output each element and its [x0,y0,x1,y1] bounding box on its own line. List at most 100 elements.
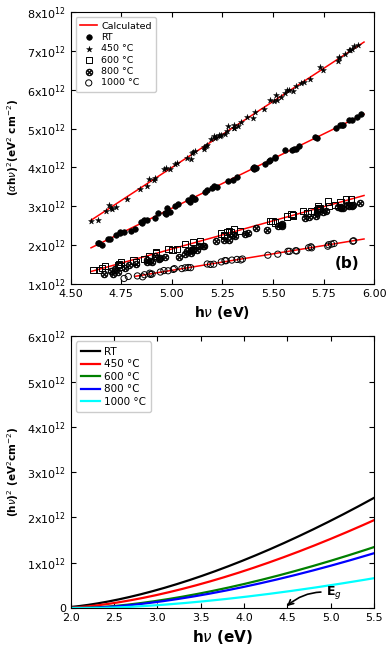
Line: 600 °C: 600 °C [71,547,374,608]
Y-axis label: ($\alpha$h$\nu$)$^2$(eV$^2$ cm$^{-2}$): ($\alpha$h$\nu$)$^2$(eV$^2$ cm$^{-2}$) [5,100,21,196]
RT [139,218,145,228]
600 °C [221,230,227,241]
1000 °C [157,267,163,277]
RT [267,155,273,166]
450 °C [349,44,355,54]
450 °C [267,95,274,105]
1000 °C [187,263,194,273]
1000 °C [325,239,332,250]
RT [191,194,198,205]
1000 °C [328,239,335,249]
RT [94,238,101,248]
600 °C [262,575,267,583]
RT [163,209,170,219]
600 °C [118,261,124,272]
450 °C [262,560,267,568]
450 °C [347,44,354,55]
RT [250,162,257,173]
450 °C [87,602,92,610]
600 °C [142,254,148,264]
600 °C [325,196,331,207]
1000 °C [308,241,314,252]
450 °C [212,133,218,143]
RT [230,175,236,185]
800 °C [87,604,92,612]
450 °C [245,566,249,574]
600 °C [231,224,237,235]
RT [311,132,318,143]
RT [69,603,73,611]
450 °C [163,162,169,173]
450 °C [250,113,256,123]
1000 °C [252,592,257,600]
800 °C [245,228,251,239]
600 °C [218,228,224,239]
RT [163,202,170,213]
450 °C [342,50,348,60]
RT [340,120,346,130]
450 °C [285,85,292,95]
RT [151,213,158,223]
1000 °C [262,591,267,599]
450 °C [69,604,73,612]
1000 °C [330,581,334,589]
600 °C [330,556,334,564]
450 °C [290,86,296,96]
450 °C [184,153,191,163]
RT [225,176,231,186]
450 °C [372,516,376,524]
800 °C [343,200,350,211]
RT [87,600,92,608]
450 °C [330,535,334,542]
800 °C [312,211,319,221]
800 °C [189,244,196,254]
450 °C [201,141,207,152]
600 °C [298,565,303,573]
600 °C [102,261,108,271]
800 °C [193,244,200,255]
450 °C [244,112,250,123]
RT [234,171,240,182]
450 °C [137,184,143,194]
600 °C [174,244,180,254]
800 °C [147,256,153,266]
600 °C [69,604,73,612]
1000 °C [298,585,303,593]
450 °C [174,157,180,168]
450 °C [102,206,109,216]
1000 °C [165,265,171,276]
RT [140,215,147,226]
800 °C [252,580,257,588]
RT [174,199,181,209]
800 °C [348,201,355,211]
RT [298,531,303,539]
1000 °C [222,256,228,266]
RT [189,192,195,202]
600 °C [304,208,310,218]
1000 °C [309,243,315,253]
800 °C [201,241,207,252]
450 °C [172,159,178,170]
RT [192,194,199,204]
1000 °C [285,246,291,256]
800 °C [245,582,249,590]
1000 °C [185,262,191,273]
600 °C [153,248,159,259]
800 °C [350,200,356,210]
800 °C [109,269,116,279]
600 °C [169,245,176,256]
600 °C [130,256,136,266]
800 °C [188,245,194,256]
1000 °C [211,259,217,269]
600 °C [372,543,376,551]
1000 °C [204,259,211,269]
450 °C [235,121,241,132]
800 °C [338,203,344,213]
RT [336,120,343,130]
RT [358,109,364,119]
800 °C [156,253,163,263]
600 °C [299,205,306,216]
Line: 1000 °C: 1000 °C [71,578,374,608]
450 °C [152,173,158,183]
450 °C [113,201,119,212]
